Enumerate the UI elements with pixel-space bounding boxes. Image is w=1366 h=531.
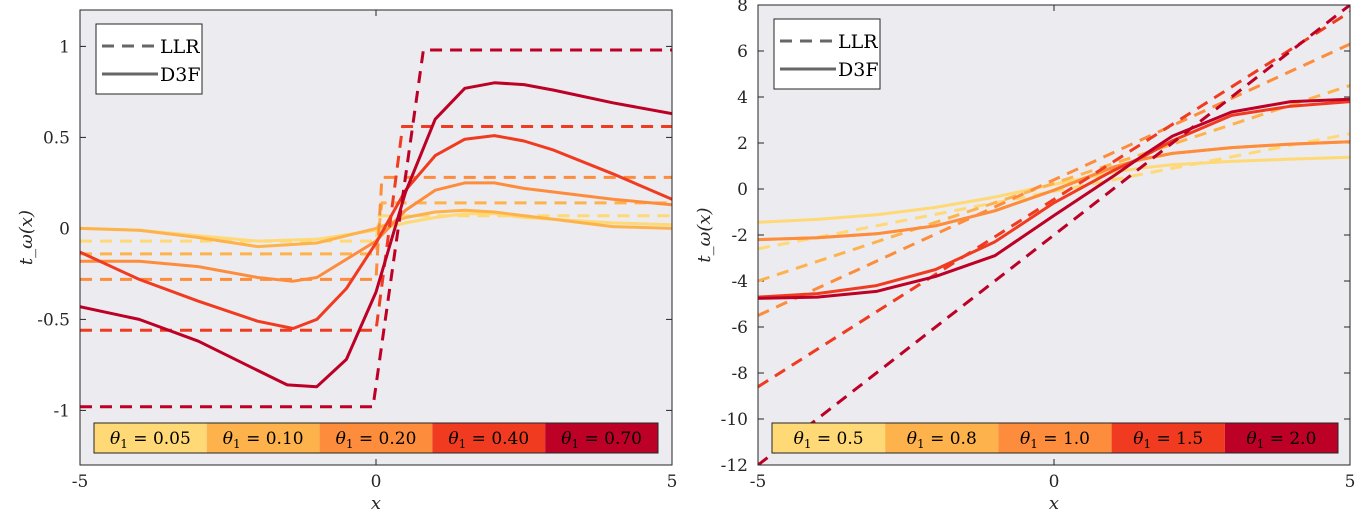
colorbar-segment [94,423,207,453]
y-tick-label: -1 [53,401,70,421]
y-tick-label: -10 [721,410,748,430]
colorbar-segment [885,423,999,453]
colorbar: θ1 = 0.05 θ1 = 0.10 θ1 = 0.20 θ1 = 0.40 θ1 =… [93,422,659,454]
y-tick-label: 6 [737,42,748,62]
x-tick-label: -5 [750,472,767,492]
y-tick-label: -0.5 [37,310,70,330]
d3f-line-theta-1.0 [758,140,1350,242]
axes-frame [757,4,1351,466]
colorbar-segment [1224,423,1338,453]
y-axis-label: t_ω(x) [16,210,37,265]
colorbar-label: θ1 = 0.10 [223,429,304,451]
colorbar-segment [1111,423,1225,453]
colorbar-segment [206,423,320,453]
x-tick-label: 0 [1049,472,1060,492]
llr-line-theta-1.0 [758,42,1350,317]
y-tick-label: -6 [731,318,748,338]
colorbar-segment [319,423,433,453]
x-tick-label: -5 [72,472,89,492]
colorbar-segment [432,423,546,453]
y-tick-label: 1 [59,37,70,57]
legend: LLR D3F [773,18,881,90]
d3f-line-theta-0.20 [80,181,672,283]
y-tick-label: -8 [731,364,748,384]
y-tick-label: -4 [731,272,748,292]
x-tick-label: 5 [667,472,678,492]
y-tick-label: 0 [737,180,748,200]
d3f-line-theta-0.70 [80,81,672,389]
y-tick-label: 0 [59,219,70,239]
colorbar: θ1 = 0.5 θ1 = 0.8 θ1 = 1.0 θ1 = 1.5 θ1 = 2.0 [771,422,1339,454]
y-tick-label: 4 [737,88,748,108]
x-tick-label: 0 [371,472,382,492]
legend-label: D3F [160,64,201,86]
x-axis-label: x [1049,493,1059,514]
colorbar-segment [545,423,658,453]
x-tick-label: 5 [1345,472,1356,492]
colorbar-segment [772,423,886,453]
colorbar-label: θ1 = 0.8 [907,429,977,451]
d3f-line-theta-2.0 [758,97,1350,300]
legend-label: LLR [160,36,200,58]
y-axis-label: t_ω(x) [694,207,715,262]
legend: LLR D3F [95,23,203,95]
colorbar-frame [93,422,659,454]
colorbar-label: θ1 = 0.05 [110,429,191,451]
llr-line-theta-0.8 [758,84,1350,283]
d3f-line-theta-0.10 [80,208,672,249]
y-tick-label: -2 [731,226,748,246]
y-tick-label: 2 [737,134,748,154]
colorbar-label: θ1 = 0.40 [448,429,529,451]
colorbar-label: θ1 = 1.0 [1020,429,1090,451]
y-tick-label: 0.5 [43,128,70,148]
axes-frame [79,9,673,466]
legend-box [95,23,203,95]
legend-label: D3F [838,59,879,81]
colorbar-label: θ1 = 1.5 [1133,429,1203,451]
llr-line-theta-0.40 [80,125,672,332]
llr-line-theta-0.20 [80,175,672,281]
colorbar-label: θ1 = 0.5 [794,429,864,451]
llr-line-theta-0.70 [80,48,672,409]
colorbar-frame [771,422,1339,454]
y-tick-label: 8 [737,0,748,16]
series-lines [758,5,1350,465]
legend-label: LLR [838,31,878,53]
llr-line-theta-2.0 [758,5,1350,465]
colorbar-segment [998,423,1112,453]
colorbar-label: θ1 = 0.70 [561,429,642,451]
colorbar-label: θ1 = 0.20 [336,429,417,451]
legend-box [773,18,881,90]
d3f-line-theta-1.5 [758,100,1350,299]
series-lines [80,48,672,409]
llr-line-theta-1.5 [758,10,1350,389]
d3f-line-theta-0.40 [80,134,672,330]
x-axis-label: x [371,493,381,514]
y-tick-label: -12 [721,456,748,476]
chart-panel-2: -12 -10 -8 -6 -4 -2 0 2 4 6 8 -5 0 5 x t_ω(x) LLR D3F θ1 =… [694,0,1355,514]
colorbar-label: θ1 = 2.0 [1246,429,1316,451]
